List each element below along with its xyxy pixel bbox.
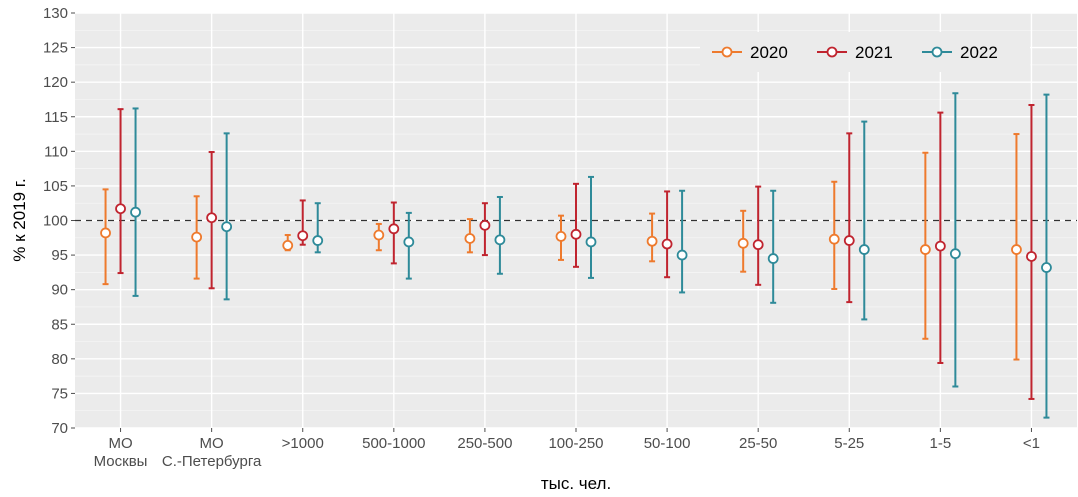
point-2022 — [767, 253, 779, 264]
x-tick-label: МО Москвы — [94, 435, 148, 470]
y-tick-label: 70 — [51, 420, 68, 437]
series-2020 — [100, 133, 1022, 361]
point-2020 — [737, 237, 749, 249]
point-2021 — [388, 223, 400, 235]
legend-label-2022: 2022 — [960, 43, 998, 62]
y-tick-label: 115 — [44, 109, 68, 126]
y-tick-label: 85 — [51, 316, 68, 333]
point-2021 — [206, 212, 218, 224]
x-tick-label: 1-5 — [930, 435, 952, 452]
x-tick-label: 100-250 — [548, 435, 603, 452]
point-2022 — [949, 248, 961, 260]
point-2020 — [646, 235, 658, 247]
legend-background — [700, 32, 1030, 72]
point-2022 — [585, 236, 597, 248]
x-tick-label-line: 25-50 — [739, 435, 777, 452]
point-2022 — [858, 244, 870, 255]
y-tick-label: 125 — [43, 40, 68, 57]
series-2022 — [130, 92, 1052, 419]
x-tick-label-line: 250-500 — [457, 435, 512, 452]
x-tick-label-line: 100-250 — [548, 435, 603, 452]
x-tick-label-line: Москвы — [94, 453, 148, 470]
legend-key-point — [826, 46, 838, 58]
legend: 2020 2021 2022 — [700, 32, 1030, 72]
point-2022 — [676, 249, 688, 261]
y-tick-label: 90 — [51, 282, 68, 299]
series-2021 — [115, 103, 1037, 400]
point-2020 — [373, 229, 385, 241]
point-2021 — [934, 240, 946, 252]
point-2022 — [221, 221, 233, 233]
point-2020 — [464, 233, 476, 244]
point-2020 — [828, 233, 840, 245]
y-tick-label: 80 — [51, 351, 68, 368]
x-tick-label-line: МО — [200, 435, 224, 452]
x-tick-label-line: >1000 — [282, 435, 324, 452]
x-tick-label: <1 — [1023, 435, 1040, 452]
x-axis-title: тыс. чел. — [541, 474, 611, 493]
y-axis-title: % к 2019 г. — [10, 178, 29, 261]
x-tick-label: >1000 — [282, 435, 324, 452]
point-2022 — [312, 235, 324, 246]
legend-label-2020: 2020 — [750, 43, 788, 62]
y-tick-label: 100 — [43, 213, 68, 230]
point-2021 — [843, 235, 855, 246]
point-2022 — [494, 234, 506, 246]
y-tick-label: 75 — [51, 385, 68, 402]
x-tick-label: 50-100 — [644, 435, 691, 452]
y-axis: 70 75 80 85 90 95 100 105 110 115 120 125 130 — [43, 5, 75, 437]
point-2020 — [282, 239, 294, 251]
point-2022 — [1041, 262, 1052, 273]
x-tick-label: 500-1000 — [362, 435, 425, 452]
point-2020 — [555, 231, 567, 242]
x-tick-label: 250-500 — [457, 435, 512, 452]
point-2021 — [752, 239, 764, 251]
legend-key-point — [721, 46, 733, 58]
point-2021 — [570, 228, 582, 240]
point-2021 — [661, 238, 673, 250]
point-2020 — [100, 227, 111, 239]
x-tick-label-line: 5-25 — [834, 435, 864, 452]
x-tick-label-line: С.-Петербурга — [162, 453, 262, 470]
y-tick-label: 120 — [43, 74, 68, 91]
x-tick-label-line: МО — [108, 435, 132, 452]
x-tick-label-line: 500-1000 — [362, 435, 425, 452]
x-tick-label: 25-50 — [739, 435, 777, 452]
point-2022 — [130, 206, 141, 218]
series-layer — [100, 92, 1052, 419]
y-tick-label: 110 — [44, 143, 68, 160]
point-2020 — [191, 231, 203, 243]
legend-key-point — [931, 46, 943, 58]
point-2021 — [479, 219, 491, 231]
point-2021 — [1026, 251, 1037, 262]
x-tick-label-line: 1-5 — [930, 435, 952, 452]
x-tick-label-line: <1 — [1023, 435, 1040, 452]
x-tick-label-line: 50-100 — [644, 435, 691, 452]
y-tick-label: 105 — [43, 178, 68, 195]
x-tick-label: 5-25 — [834, 435, 864, 452]
point-2022 — [403, 236, 415, 248]
x-tick-label: МО С.-Петербурга — [162, 435, 262, 470]
point-2020 — [919, 244, 931, 255]
y-tick-label: 95 — [51, 247, 68, 264]
y-tick-label: 130 — [43, 5, 68, 22]
point-2020 — [1011, 244, 1022, 255]
point-2021 — [115, 203, 126, 215]
point-2021 — [297, 230, 309, 242]
legend-label-2021: 2021 — [855, 43, 893, 62]
